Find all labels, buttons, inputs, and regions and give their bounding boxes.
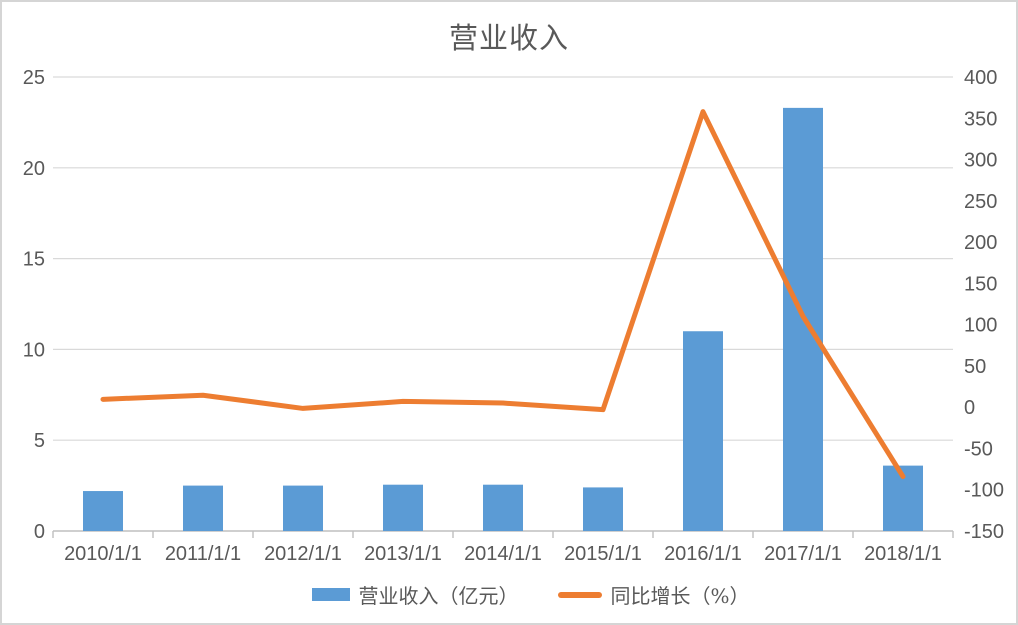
- right-axis-label: -100: [964, 480, 1004, 502]
- legend-bar-swatch-icon: [312, 588, 351, 601]
- x-axis-label: 2017/1/1: [764, 543, 842, 565]
- bar-2013/1/1: [383, 484, 423, 531]
- x-axis-label: 2010/1/1: [64, 543, 142, 565]
- left-axis-label: 0: [34, 521, 45, 543]
- line-series: [100, 109, 906, 480]
- right-axis-label: 350: [964, 108, 997, 130]
- right-axis-label: 250: [964, 191, 997, 213]
- chart-title: 营业收入: [448, 21, 569, 55]
- left-axis-label: 20: [23, 158, 45, 180]
- x-axis-label: 2012/1/1: [264, 543, 342, 565]
- right-axis-label: 0: [964, 397, 975, 419]
- x-axis-label: 2013/1/1: [364, 543, 442, 565]
- right-axis-label: 50: [964, 356, 986, 378]
- legend-line-swatch-icon: [558, 591, 603, 598]
- x-axis-label: 2014/1/1: [464, 543, 542, 565]
- bar-2016/1/1: [683, 331, 723, 531]
- bar-2010/1/1: [83, 491, 123, 531]
- legend-item-revenue: 营业收入（亿元）: [312, 580, 518, 609]
- right-axis-label: 400: [964, 67, 997, 89]
- x-axis-label: 2011/1/1: [165, 543, 241, 565]
- bar-2012/1/1: [283, 485, 323, 531]
- legend-item-growth: 同比增长（%）: [558, 580, 750, 609]
- left-axis-label: 10: [23, 339, 45, 361]
- legend: 营业收入（亿元） 同比增长（%）: [24, 580, 1016, 609]
- x-axis-label: 2016/1/1: [664, 543, 742, 565]
- left-axis-label: 25: [23, 67, 45, 89]
- bar-2014/1/1: [483, 484, 523, 531]
- right-axis-label: 150: [964, 273, 997, 295]
- left-axis-label: 5: [34, 430, 45, 452]
- legend-label-revenue: 营业收入（亿元）: [358, 584, 519, 608]
- left-axis-label: 15: [23, 249, 45, 271]
- right-axis-label: 200: [964, 232, 997, 254]
- right-axis-label: -150: [964, 521, 1004, 543]
- x-axis-label: 2018/1/1: [864, 543, 942, 565]
- bar-2015/1/1: [583, 487, 623, 531]
- right-axis-label: -50: [964, 438, 993, 460]
- x-axis-label: 2015/1/1: [564, 543, 642, 565]
- legend-label-growth: 同比增长（%）: [610, 584, 750, 608]
- right-axis-label: 300: [964, 150, 997, 172]
- right-axis-label: 100: [964, 315, 997, 337]
- bar-2011/1/1: [183, 485, 223, 531]
